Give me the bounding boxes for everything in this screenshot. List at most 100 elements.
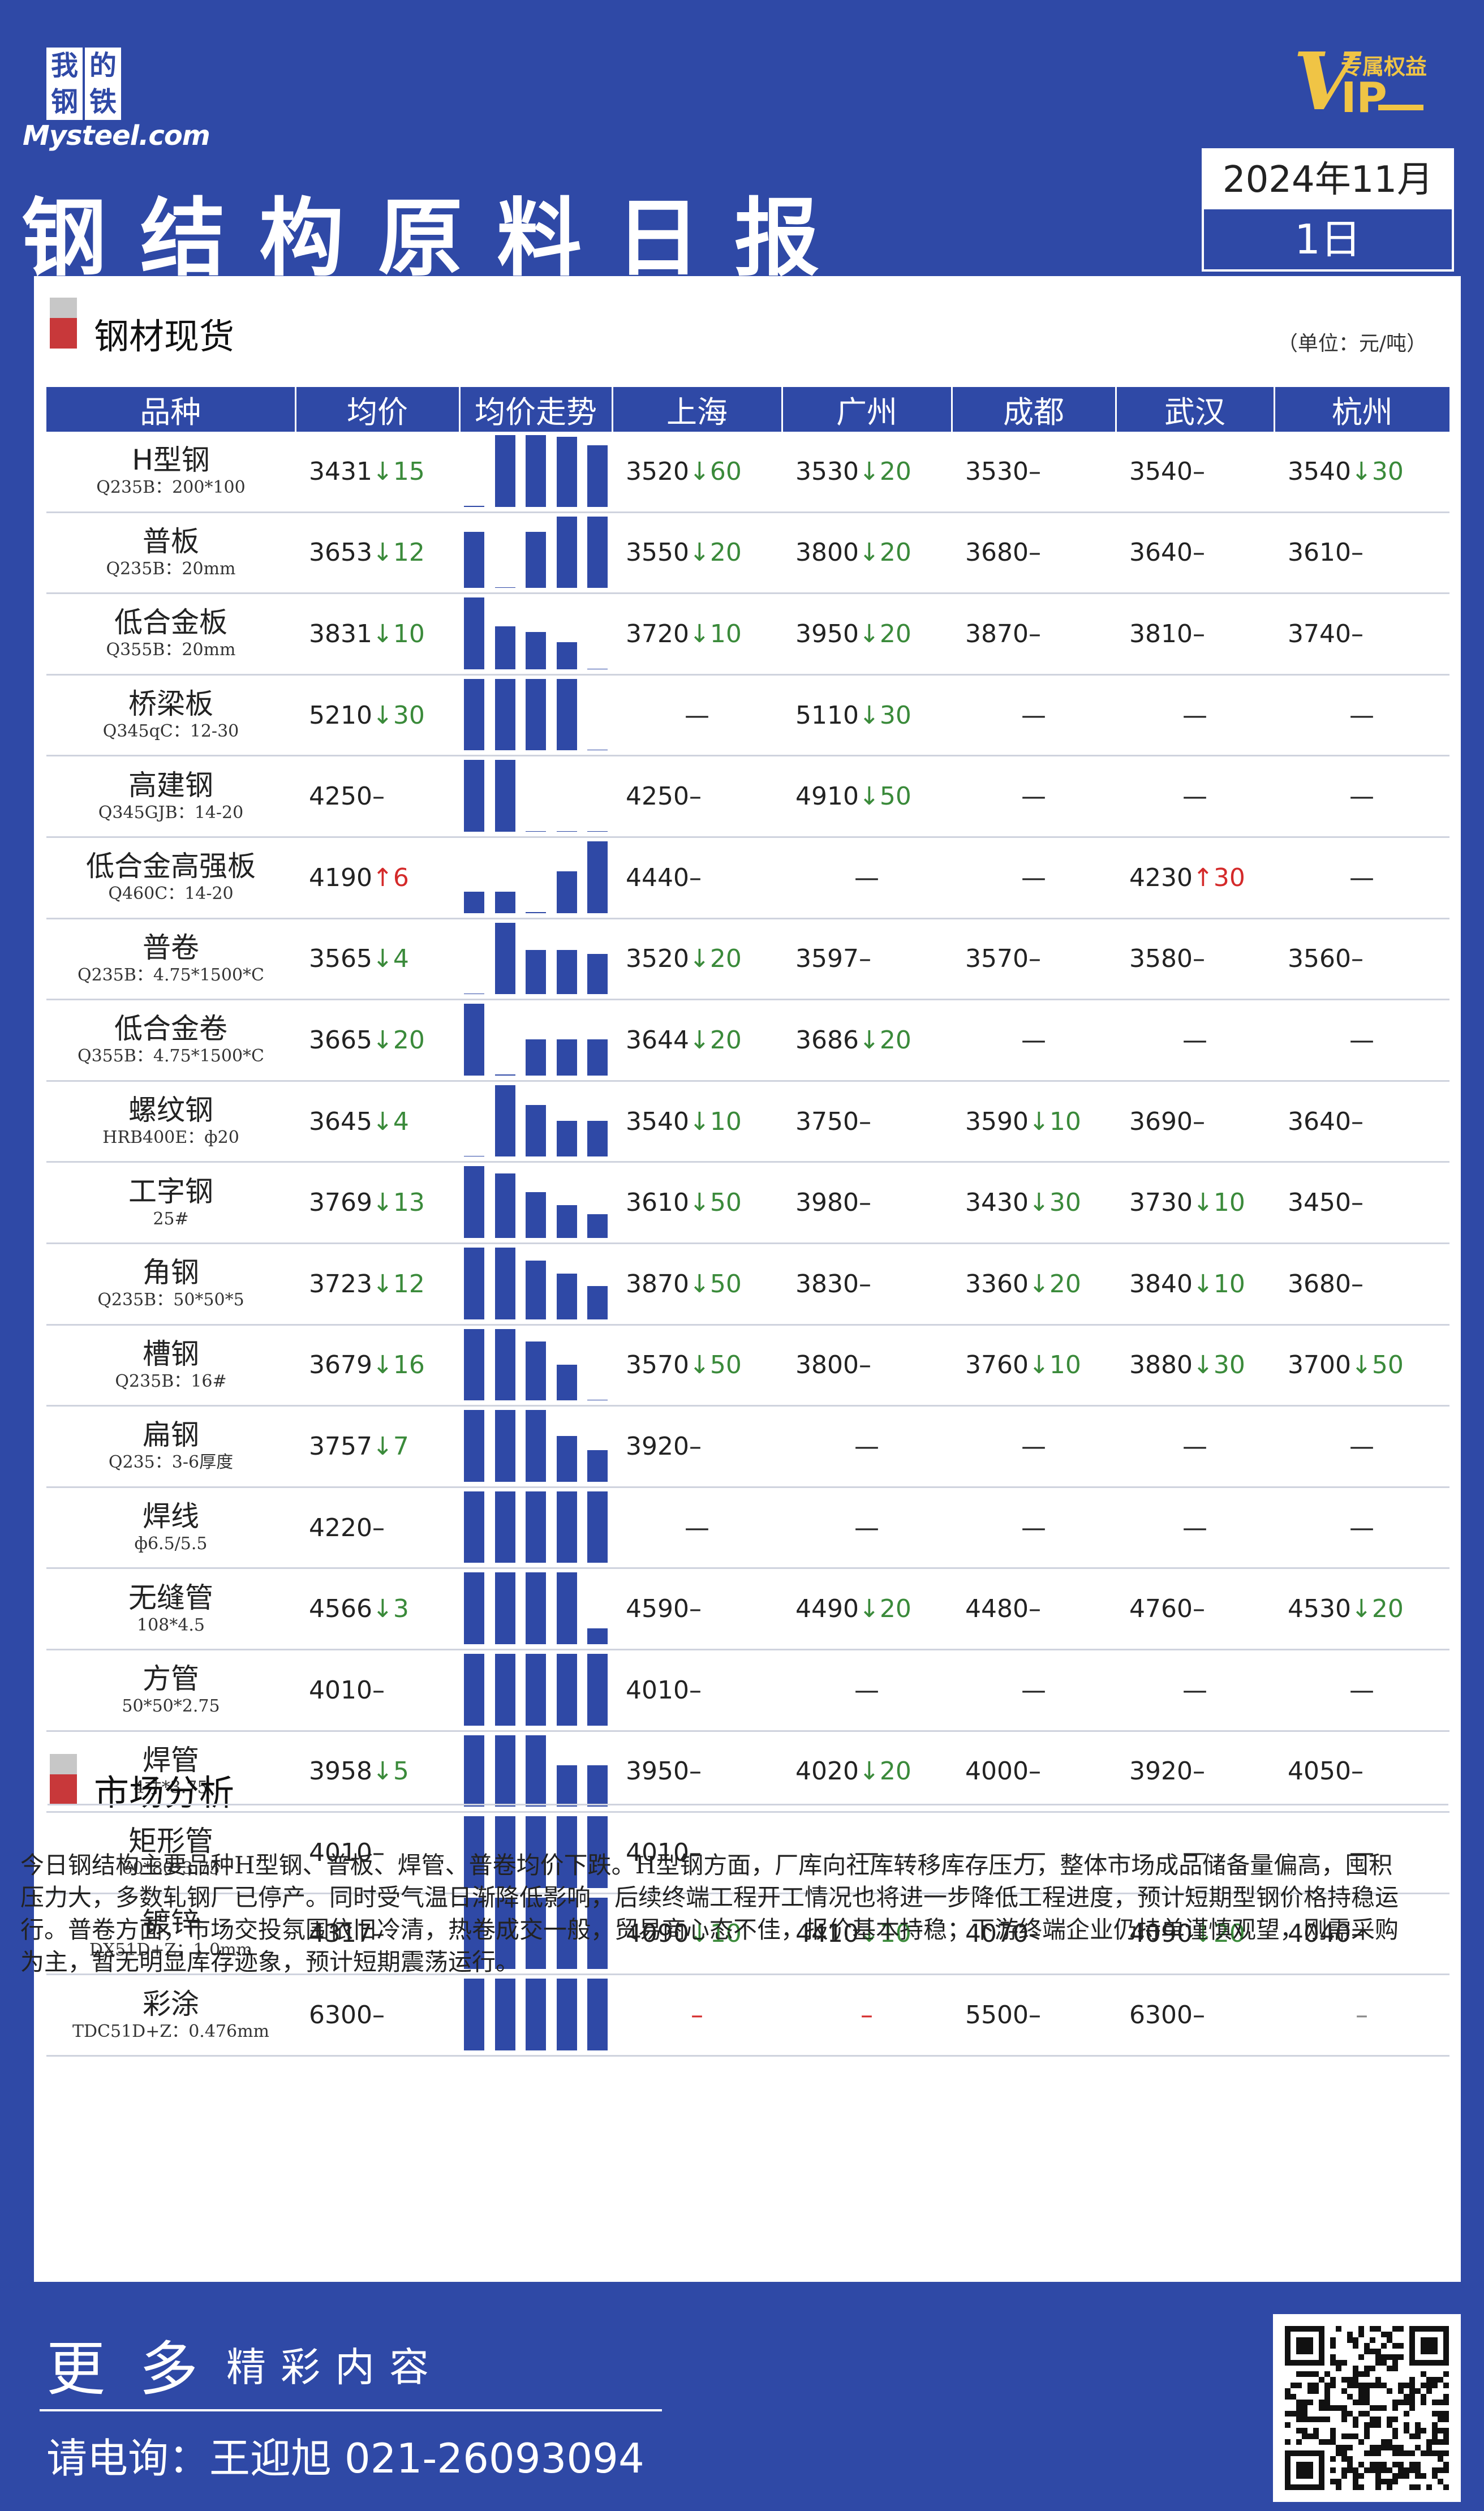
city-price-cell: 4010– — [612, 1812, 782, 1894]
trend-bar — [556, 1765, 577, 1807]
empty-value: — — [685, 1513, 709, 1542]
price-change: ↓20 — [1028, 1269, 1081, 1299]
col-header: 品种 — [46, 387, 296, 432]
price-value: 4317 — [309, 1919, 372, 1949]
product-spec: Q235B：200*100 — [96, 478, 246, 498]
price-change: – — [1028, 944, 1041, 974]
price-value: 3840 — [1129, 1269, 1193, 1299]
price-value: 3565 — [309, 944, 372, 974]
trend-cell — [459, 593, 612, 676]
product-cell: 高建钢 Q345GJB：14-20 — [46, 755, 295, 838]
trend-bar — [494, 1328, 515, 1401]
product-name: 焊线 — [143, 1500, 199, 1533]
trend-bar — [464, 597, 484, 669]
city-price-cell: 4020↓20 — [782, 1731, 952, 1813]
contact-phone[interactable]: 请电询：王迎旭 021-26093094 — [46, 2435, 644, 2482]
empty-value: — — [1349, 1838, 1374, 1867]
city-price-cell: 4090↓20 — [1116, 1893, 1274, 1976]
price-value: 3757 — [309, 1431, 372, 1461]
price-change: ↓10 — [689, 619, 742, 648]
col-header: 上海 — [612, 387, 783, 432]
price-value: 3870 — [626, 1269, 689, 1299]
product-cell: 方管 50*50*2.75 — [46, 1649, 295, 1732]
product-name: 桥梁板 — [128, 687, 213, 721]
logo-wordmark: Mysteel.com — [23, 120, 210, 152]
trend-bar — [464, 1410, 484, 1482]
trend-bars — [464, 435, 608, 507]
city-price-cell: – — [612, 1974, 782, 2057]
trend-cell — [459, 1812, 612, 1894]
empty-value: — — [854, 1513, 879, 1542]
price-change: ↓5 — [372, 1757, 409, 1786]
city-price-cell: 4530↓20 — [1274, 1568, 1449, 1650]
product-cell: 角钢 Q235B：50*50*5 — [46, 1243, 295, 1326]
table-row: 低合金高强板 Q460C：14-20 4190↑6 4440– — —4230↑30— — [46, 837, 1449, 919]
price-value: 3830 — [795, 1269, 859, 1299]
table-row: 矩形管 60*80*3.75 4010– 4010– — — — — — [46, 1812, 1449, 1894]
city-price-cell: — — [1116, 755, 1274, 838]
city-price-cell: — — [1274, 755, 1449, 838]
trend-bar — [494, 587, 515, 588]
trend-bar — [587, 1816, 608, 1888]
city-price-cell: 4490↓20 — [782, 1568, 952, 1650]
price-change: – — [689, 1838, 702, 1867]
trend-cell — [459, 1162, 612, 1244]
price-table: 品种 均价 均价走势 上海 广州 成都 武汉 杭州 H型钢 Q235B：200*1… — [46, 387, 1449, 2057]
price-value: 4230 — [1129, 863, 1193, 892]
city-price-cell: 4000– — [952, 1731, 1116, 1813]
section-divider — [48, 1804, 1448, 1805]
price-change: – — [1028, 1919, 1041, 1949]
product-cell: 桥梁板 Q345qC：12-30 — [46, 674, 295, 757]
price-change: – — [689, 1675, 702, 1705]
city-price-cell: 4010– — [612, 1649, 782, 1732]
avg-price-cell: 3645↓4 — [295, 1081, 459, 1163]
price-value: 3680 — [965, 538, 1029, 567]
price-value: 3760 — [965, 1351, 1029, 1380]
city-price-cell: 3690– — [1116, 1081, 1274, 1163]
trend-cell — [459, 1731, 612, 1813]
city-price-cell: 3530– — [952, 432, 1116, 513]
city-price-cell: — — [952, 837, 1116, 919]
city-price-cell: — — [1274, 999, 1449, 1082]
trend-cell — [459, 837, 612, 919]
table-row: 工字钢 25# 3769↓13 3610↓50 3980– 3430↓30 3730↓10 3… — [46, 1162, 1449, 1244]
city-price-cell: 3590↓10 — [952, 1081, 1116, 1163]
price-value: 3880 — [1129, 1351, 1193, 1380]
price-change: – — [1028, 619, 1041, 648]
price-change: – — [858, 944, 871, 974]
city-price-cell: — — [782, 837, 952, 919]
price-change: ↓20 — [858, 457, 911, 486]
city-price-cell: 3870↓50 — [612, 1243, 782, 1326]
trend-bar — [464, 1897, 484, 1970]
price-value: 5500 — [965, 2001, 1029, 2030]
city-price-cell: 3720↓10 — [612, 593, 782, 676]
trend-bar — [526, 912, 546, 913]
trend-cell — [459, 512, 612, 595]
product-spec: 25# — [153, 1209, 189, 1229]
city-price-cell: — — [782, 1812, 952, 1894]
product-spec: 4寸*3.75 — [134, 1777, 208, 1798]
trend-bar — [587, 1214, 608, 1238]
product-cell: 普板 Q235B：20mm — [46, 512, 295, 595]
city-price-cell: 3920– — [1116, 1731, 1274, 1813]
city-price-cell: 4910↓50 — [782, 755, 952, 838]
price-value: 4440 — [626, 863, 689, 892]
trend-bar — [526, 1192, 546, 1238]
trend-bar — [494, 1979, 515, 2050]
trend-bar — [526, 1897, 546, 1970]
city-price-cell: 4230↑30 — [1116, 837, 1274, 919]
unit-label: （单位：元/吨） — [1277, 332, 1427, 355]
price-change: – — [372, 782, 385, 811]
trend-bar — [556, 949, 577, 995]
city-price-cell: 4250– — [612, 755, 782, 838]
trend-bars — [464, 516, 608, 588]
city-price-cell: 3950– — [612, 1731, 782, 1813]
price-change: ↓10 — [1192, 1269, 1245, 1299]
empty-value: — — [854, 1675, 879, 1705]
city-price-cell: — — [1116, 1487, 1274, 1570]
qr-code[interactable] — [1273, 2314, 1461, 2502]
trend-bars — [464, 922, 608, 995]
avg-price-cell: 3757↓7 — [295, 1405, 459, 1488]
vip-ip-icon: IP — [1341, 74, 1387, 122]
city-price-cell: 3570↓50 — [612, 1325, 782, 1407]
